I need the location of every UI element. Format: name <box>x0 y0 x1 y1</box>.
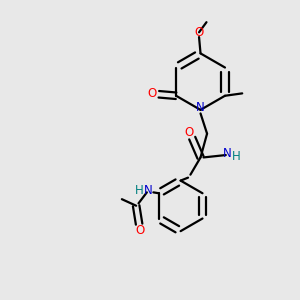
Text: N: N <box>223 147 232 160</box>
Text: N: N <box>144 184 152 197</box>
Text: O: O <box>148 87 157 100</box>
Text: O: O <box>194 26 204 39</box>
Text: O: O <box>184 126 194 139</box>
Text: O: O <box>135 224 145 237</box>
Text: H: H <box>135 184 143 197</box>
Text: N: N <box>196 101 205 114</box>
Text: H: H <box>232 150 241 163</box>
